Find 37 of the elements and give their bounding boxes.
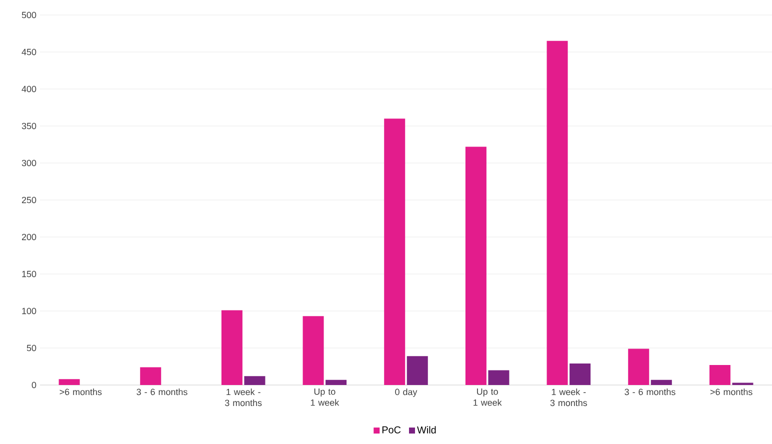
bar xyxy=(465,146,486,385)
bar xyxy=(326,380,347,385)
y-tick-label: 150 xyxy=(22,270,36,278)
y-tick-label: 300 xyxy=(22,160,36,166)
bar xyxy=(221,310,242,385)
bar xyxy=(244,376,266,385)
y-tick-label: 350 xyxy=(22,122,36,130)
bar xyxy=(384,118,406,385)
x-tick-label: 1 week - 3 months xyxy=(224,388,262,406)
x-tick-label: >6 months xyxy=(710,388,752,396)
bar xyxy=(140,367,162,385)
x-tick-label: Up to 1 week xyxy=(310,388,340,406)
bar xyxy=(709,365,730,385)
x-tick-label: 0 day xyxy=(395,388,418,397)
bar xyxy=(570,364,591,385)
y-tick-label: 0 xyxy=(32,382,36,388)
x-tick-label: 3 - 6 months xyxy=(624,388,676,396)
x-tick-label: 1 week - 3 months xyxy=(550,388,588,406)
legend-label: Wild xyxy=(417,426,436,434)
bar xyxy=(406,356,428,385)
bar xyxy=(488,370,510,385)
y-tick-label: 500 xyxy=(22,12,36,18)
y-tick-label: 400 xyxy=(22,86,36,92)
y-tick-label: 250 xyxy=(22,196,36,204)
bar xyxy=(650,380,672,385)
bar xyxy=(58,379,80,385)
x-tick-label: >6 months xyxy=(60,388,102,396)
y-tick-label: 50 xyxy=(26,344,36,352)
y-tick-label: 200 xyxy=(22,234,36,240)
x-tick-label: Up to 1 week xyxy=(474,388,502,406)
bar xyxy=(628,348,650,385)
x-tick-label: 3 - 6 months xyxy=(136,388,188,396)
y-tick-label: 100 xyxy=(22,308,36,314)
y-tick-label: 450 xyxy=(22,48,36,56)
bar xyxy=(546,40,568,385)
bar xyxy=(302,316,324,385)
legend-label: PoC xyxy=(382,426,401,434)
